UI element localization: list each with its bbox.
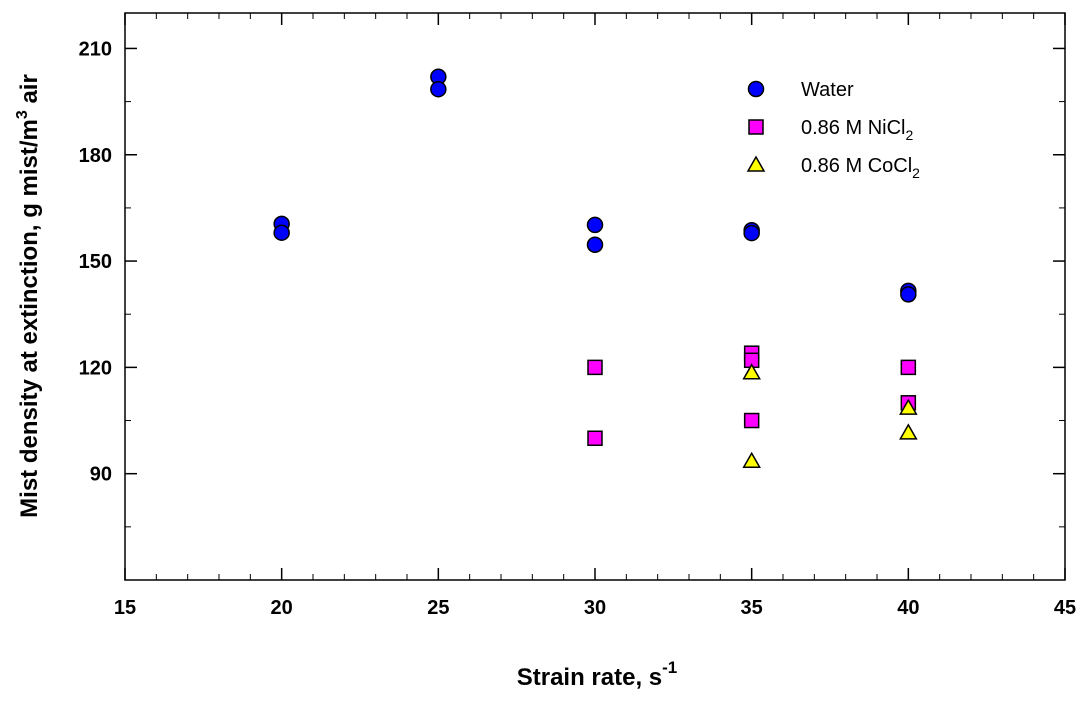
x-tick-label: 45 (1054, 597, 1076, 619)
plot-frame (124, 12, 1066, 581)
data-points (273, 68, 918, 469)
legend-square-marker (748, 119, 764, 135)
circle-point (743, 224, 760, 242)
y-tick-label: 210 (79, 38, 112, 60)
minor-ticks (125, 13, 1065, 580)
y-axis-title: Mist density at extinction, g mist/m3 ai… (14, 74, 43, 518)
x-axis-title-superscript: -1 (662, 658, 677, 677)
y-tick-label: 180 (79, 145, 112, 167)
y-tick-label: 120 (79, 357, 112, 379)
y-tick-label: 90 (90, 464, 112, 486)
x-tick-label: 35 (741, 597, 763, 619)
circle-point (273, 224, 290, 241)
x-tick-label: 20 (271, 597, 293, 619)
x-tick-labels: 15 20 25 30 35 40 45 (114, 597, 1076, 619)
major-ticks (124, 13, 1066, 580)
y-tick-label: 150 (79, 251, 112, 273)
square-point (743, 412, 760, 429)
square-point (587, 359, 603, 376)
x-tick-label: 40 (897, 597, 919, 619)
circle-point (900, 286, 917, 303)
square-point (587, 430, 603, 446)
circle-point (586, 216, 604, 234)
legend-subscript: 2 (905, 127, 913, 143)
y-tick-labels: 90 120 150 180 210 (79, 38, 112, 485)
legend-circle-marker (747, 80, 765, 98)
triangle-point (899, 398, 918, 415)
circle-point (430, 80, 447, 98)
x-tick-label: 15 (114, 597, 136, 619)
legend-triangle-marker (746, 155, 766, 172)
triangle-point (899, 423, 918, 440)
x-tick-label: 25 (427, 597, 449, 619)
x-axis-title: Strain rate, s-1 (517, 658, 678, 691)
legend-label: Water (801, 79, 854, 101)
triangle-point (742, 451, 761, 469)
y-axis-title-superscript: 3 (14, 110, 31, 119)
x-tick-label: 30 (584, 597, 606, 619)
legend-subscript: 2 (912, 165, 920, 181)
legend: Water 0.86 M NiCl2 0.86 M CoCl2 (746, 79, 920, 181)
legend-label: 0.86 M NiCl2 (801, 117, 913, 143)
legend-label: 0.86 M CoCl2 (801, 155, 920, 181)
square-point (900, 359, 917, 376)
triangle-point (742, 363, 761, 380)
circle-point (586, 236, 604, 254)
